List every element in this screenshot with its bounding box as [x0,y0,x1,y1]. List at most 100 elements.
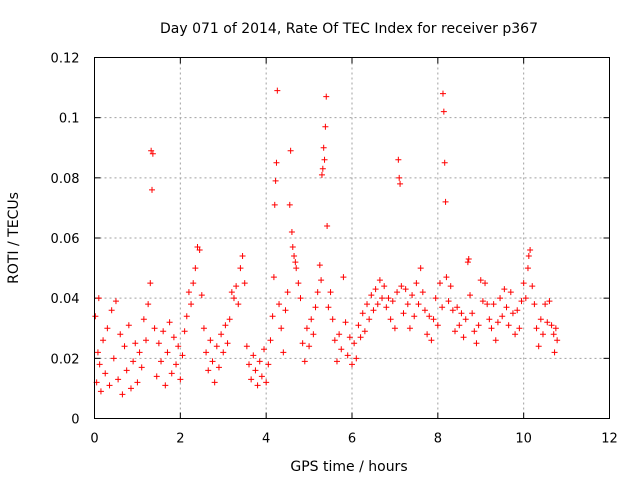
data-point [357,334,364,341]
data-point [391,325,398,332]
data-point [269,313,276,320]
data-point [241,280,248,287]
data-point [494,319,501,326]
data-point [295,280,302,287]
data-point [224,340,231,347]
data-point [125,322,132,329]
plot-frame [94,57,610,419]
data-point [548,322,555,329]
data-point [527,247,534,254]
y-tick-label: 0.06 [51,232,80,247]
data-point [361,328,368,335]
data-point [544,319,551,326]
data-point [164,349,171,356]
data-point [121,343,128,350]
data-point [140,316,147,323]
data-point [293,265,300,272]
data-point [235,301,242,308]
data-point [411,313,418,320]
data-point [479,298,486,305]
data-point [355,322,362,329]
data-point [130,358,137,365]
data-point [108,307,115,314]
data-point [512,331,519,338]
data-point [507,289,514,296]
data-point [413,280,420,287]
data-point [203,349,210,356]
data-point [501,286,508,293]
x-axis-label: GPS time / hours [290,459,407,475]
data-point [327,289,334,296]
data-point [552,325,559,332]
data-point [346,334,353,341]
data-point [424,331,431,338]
axis-ticks [94,57,610,419]
data-point [406,325,413,332]
data-point [270,274,277,281]
data-point [318,277,325,284]
data-point [443,274,450,281]
data-point [112,298,119,305]
data-point [192,265,199,272]
data-point [482,280,489,287]
data-point [460,334,467,341]
data-point [366,316,373,323]
data-point [379,295,386,302]
data-point [539,331,546,338]
data-point [415,301,422,308]
data-point [398,283,405,290]
data-point [177,376,184,383]
data-point [439,304,446,311]
data-point [509,310,516,317]
data-point [151,325,158,332]
y-tick-label: 0.1 [59,112,80,127]
data-point [344,352,351,359]
y-tick-labels: 0 0.02 0.04 0.06 0.08 0.1 0.12 [51,52,80,428]
data-point [402,286,409,293]
data-point [404,301,411,308]
data-point [314,289,321,296]
data-point [95,295,102,302]
data-point [143,337,149,344]
data-point [233,283,240,290]
data-point [160,328,167,335]
data-point [430,316,437,323]
data-point [102,370,109,377]
data-point [248,376,255,383]
data-point [440,108,447,115]
data-point [385,295,392,302]
data-point [194,244,201,251]
data-point [147,280,154,287]
data-point [230,295,237,302]
data-point [123,367,130,374]
data-point [278,325,285,332]
data-point [329,316,336,323]
data-point [324,222,331,229]
data-point [469,310,476,317]
data-point [265,361,272,368]
data-point [297,295,304,302]
data-point [200,325,207,332]
data-point [396,174,403,181]
data-point [291,253,298,260]
data-point [368,292,375,299]
data-point [158,358,165,365]
data-point [551,349,558,356]
data-point [181,328,188,335]
data-point [372,286,379,293]
data-point [303,325,310,332]
data-point [261,346,268,353]
data-point [316,262,323,269]
data-point [486,316,493,323]
data-point [272,177,279,184]
data-point [94,349,101,356]
data-point [254,382,261,389]
data-point [153,373,160,380]
data-point [462,316,469,323]
data-point [149,186,156,193]
data-points [92,87,561,398]
data-point [389,298,396,305]
data-point [104,325,111,332]
data-point [445,298,452,305]
data-point [477,277,484,284]
